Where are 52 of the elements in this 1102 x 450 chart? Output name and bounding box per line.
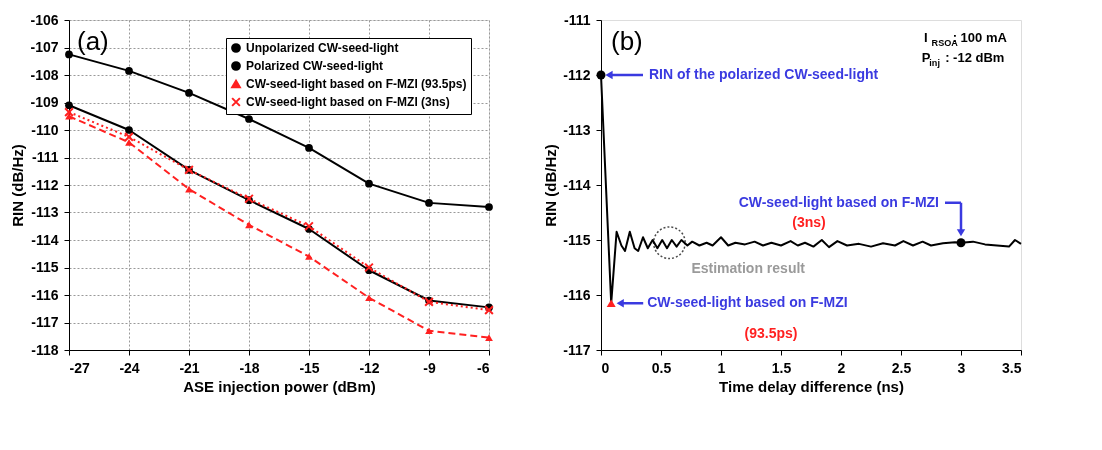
x-tick-label: -15 bbox=[299, 359, 320, 376]
y-tick-label: -114 bbox=[31, 231, 59, 248]
annotation: (b) bbox=[611, 26, 643, 56]
annotation: CW-seed-light based on F-MZI bbox=[738, 193, 939, 210]
annotation: (a) bbox=[77, 26, 109, 56]
annotation: Estimation result bbox=[691, 259, 806, 276]
y-tick-label: -112 bbox=[563, 66, 591, 83]
y-tick-label: -115 bbox=[563, 231, 591, 248]
y-tick-label: -111 bbox=[32, 149, 59, 165]
legend-label: Polarized CW-seed-light bbox=[246, 59, 384, 73]
x-tick-label: -21 bbox=[179, 359, 200, 376]
y-tick-label: -108 bbox=[30, 66, 59, 83]
annotation: (93.5ps) bbox=[744, 325, 798, 341]
y-tick-label: -115 bbox=[31, 259, 59, 275]
annotation: RIN of the polarized CW-seed-light bbox=[649, 66, 879, 82]
y-tick-label: -114 bbox=[563, 176, 591, 193]
y-axis-title: RIN (dB/Hz) bbox=[542, 144, 560, 227]
y-tick-label: -117 bbox=[563, 341, 591, 358]
x-tick-label: -6 bbox=[477, 359, 490, 376]
legend-label: CW-seed-light based on F-MZI (93.5ps) bbox=[246, 77, 467, 91]
x-tick-label: -27 bbox=[69, 359, 90, 376]
x-tick-label: 2.5 bbox=[891, 359, 912, 376]
x-tick-label: 1.5 bbox=[771, 359, 792, 376]
x-tick-label: 2 bbox=[837, 359, 846, 376]
y-tick-label: -109 bbox=[30, 94, 59, 110]
y-tick-label: -118 bbox=[31, 341, 59, 358]
y-tick-label: -111 bbox=[564, 11, 591, 28]
legend-label: Unpolarized CW-seed-light bbox=[246, 41, 399, 55]
x-tick-label: 0 bbox=[601, 359, 610, 376]
x-tick-label: 3 bbox=[957, 359, 966, 376]
y-tick-label: -117 bbox=[31, 314, 59, 330]
x-tick-label: 1 bbox=[717, 359, 726, 376]
y-tick-label: -112 bbox=[31, 176, 59, 193]
x-tick-label: 3.5 bbox=[1002, 359, 1022, 376]
annotation: (3ns) bbox=[792, 214, 826, 230]
x-axis-title: Time delay difference (ns) bbox=[719, 377, 904, 395]
y-axis-title: RIN (dB/Hz) bbox=[9, 144, 27, 227]
x-tick-label: -9 bbox=[423, 359, 436, 376]
x-tick-label: -12 bbox=[359, 359, 380, 376]
y-tick-label: -113 bbox=[563, 121, 591, 138]
y-tick-label: -110 bbox=[31, 121, 59, 138]
x-tick-label: -18 bbox=[239, 359, 260, 376]
x-tick-label: 0.5 bbox=[651, 359, 672, 376]
y-tick-label: -106 bbox=[30, 11, 59, 28]
y-tick-label: -113 bbox=[31, 204, 59, 220]
x-tick-label: -24 bbox=[119, 359, 140, 376]
y-tick-label: -116 bbox=[31, 286, 59, 303]
x-axis-title: ASE injection power (dBm) bbox=[183, 377, 376, 395]
annotation: CW-seed-light based on F-MZI bbox=[647, 294, 848, 311]
y-tick-label: -107 bbox=[30, 39, 59, 55]
legend-label: CW-seed-light based on F-MZI (3ns) bbox=[246, 95, 450, 109]
y-tick-label: -116 bbox=[563, 286, 591, 303]
